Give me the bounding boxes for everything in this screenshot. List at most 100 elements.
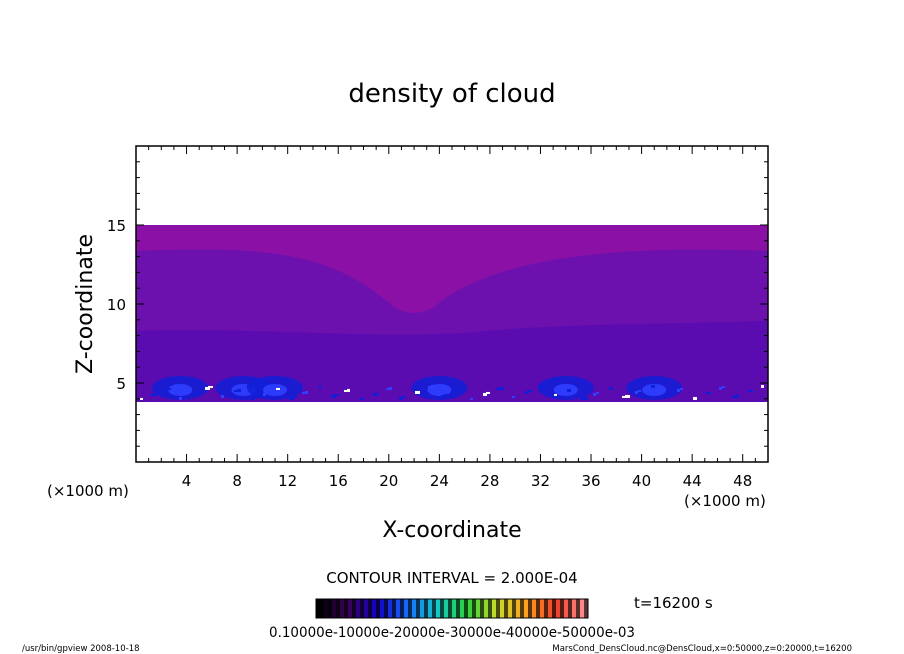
cloud-speckle-22: [402, 395, 406, 398]
footer-right: MarsCond_DensCloud.nc@DensCloud,x=0:5000…: [552, 644, 852, 654]
cloud-speckle-33: [221, 394, 224, 398]
colorbar-cell-12: [364, 599, 369, 618]
cloud-speckle-17: [541, 384, 546, 388]
colorbar-cell-36: [460, 599, 465, 618]
cloud-speckle-32: [748, 389, 753, 392]
cloud-speckle-38: [706, 391, 711, 394]
colorbar-cell-44: [492, 599, 497, 618]
cloud-speckle-20: [208, 385, 213, 388]
y-tick-label-0: 5: [116, 375, 126, 393]
colorbar-cell-57: [544, 599, 549, 618]
colorbar-cell-5: [336, 599, 341, 618]
colorbar-cell-59: [552, 599, 557, 618]
cloud-speckle-26: [166, 387, 171, 390]
colorbar-cell-9: [352, 599, 357, 618]
cloud-speckle-6: [722, 385, 725, 388]
cloud-speckle-43: [567, 388, 571, 392]
x-tick-label-6: 28: [480, 472, 499, 490]
colorbar-cell-49: [512, 599, 517, 618]
colorbar-cell-45: [496, 599, 501, 618]
x-tick-label-7: 32: [531, 472, 550, 490]
cloud-speckle-37: [609, 386, 613, 390]
colorbar-cell-41: [480, 599, 485, 618]
x-tick-label-10: 44: [683, 472, 702, 490]
colorbar-cell-14: [372, 599, 377, 618]
colorbar-cell-52: [524, 599, 529, 618]
colorbar-cell-4: [332, 599, 337, 618]
x-tick-label-2: 12: [278, 472, 297, 490]
colorbar-cell-66: [580, 599, 585, 618]
colorbar-cell-61: [560, 599, 565, 618]
colorbar-cell-67: [584, 599, 589, 618]
cloud-speckle-63: [635, 390, 638, 394]
colorbar-cell-56: [540, 599, 545, 618]
cloud-speckle-4: [528, 389, 532, 392]
cloud-speckle-13: [153, 392, 157, 396]
colorbar-cell-35: [456, 599, 461, 618]
colorbar-cell-46: [500, 599, 505, 618]
cloud-speckle-60: [344, 389, 347, 392]
colorbar-cell-63: [568, 599, 573, 618]
cloud-speckle-25: [693, 396, 697, 400]
cloud-speckle-34: [318, 385, 322, 388]
cloud-speckle-24: [596, 391, 599, 394]
colorbar-cell-15: [376, 599, 381, 618]
x-axis-ticks: 4 8 12 16 20 24 28 32 36 40 44 48: [148, 146, 756, 490]
colorbar-cell-23: [408, 599, 413, 618]
cloud-speckle-18: [638, 389, 641, 392]
cloud-speckle-0: [140, 397, 143, 400]
dense-core-center-4: [553, 383, 578, 396]
cloud-speckle-58: [150, 393, 154, 396]
cloud-speckle-11: [583, 396, 588, 400]
cloud-density-field: [136, 225, 768, 402]
cloud-speckle-19: [735, 394, 739, 398]
cloud-speckle-5: [625, 394, 630, 398]
cloud-speckle-39: [179, 396, 182, 400]
colorbar-cell-26: [420, 599, 425, 618]
y-axis-label: Z-coordinate: [73, 234, 98, 374]
colorbar-cell-3: [328, 599, 333, 618]
colorbar-cell-58: [548, 599, 553, 618]
x-unit-right: (×1000 m): [684, 492, 766, 510]
cloud-speckle-44: [664, 393, 669, 396]
x-tick-label-4: 20: [379, 472, 398, 490]
colorbar-cell-21: [400, 599, 405, 618]
colorbar-cell-62: [564, 599, 569, 618]
cloud-speckle-50: [622, 395, 627, 398]
colorbar-cell-18: [388, 599, 393, 618]
colorbar-cell-39: [472, 599, 477, 618]
cloud-speckle-52: [192, 391, 196, 394]
colorbar-cell-34: [452, 599, 457, 618]
cloud-speckle-15: [347, 388, 350, 392]
y-tick-label-2: 15: [107, 217, 126, 235]
cloud-speckle-68: [496, 387, 501, 390]
cloud-speckle-28: [360, 397, 364, 400]
colorbar-cell-54: [532, 599, 537, 618]
colorbar-cell-43: [488, 599, 493, 618]
x-tick-label-0: 4: [182, 472, 192, 490]
colorbar-cell-32: [444, 599, 449, 618]
cloud-speckle-66: [302, 391, 305, 394]
colorbar-cell-2: [324, 599, 329, 618]
cloud-speckle-64: [732, 395, 736, 398]
colorbar-cell-29: [432, 599, 437, 618]
colorbar-cell-16: [380, 599, 385, 618]
x-unit-left: (×1000 m): [47, 482, 129, 500]
colorbar-cell-20: [396, 599, 401, 618]
cloud-speckle-35: [415, 390, 420, 394]
cloud-speckle-61: [441, 394, 445, 398]
cloud-speckle-16: [444, 393, 448, 396]
cloud-speckle-69: [593, 392, 596, 396]
cloud-speckle-29: [457, 388, 462, 392]
x-tick-label-11: 48: [733, 472, 752, 490]
colorbar: [316, 599, 589, 618]
cloud-speckle-51: [719, 386, 722, 390]
colorbar-cell-17: [384, 599, 389, 618]
cloud-speckle-10: [486, 391, 490, 394]
colorbar-cell-55: [536, 599, 541, 618]
colorbar-cell-31: [440, 599, 445, 618]
colorbar-cell-60: [556, 599, 561, 618]
x-tick-label-1: 8: [232, 472, 242, 490]
cloud-speckle-48: [428, 385, 431, 388]
cloud-speckle-7: [195, 390, 199, 394]
